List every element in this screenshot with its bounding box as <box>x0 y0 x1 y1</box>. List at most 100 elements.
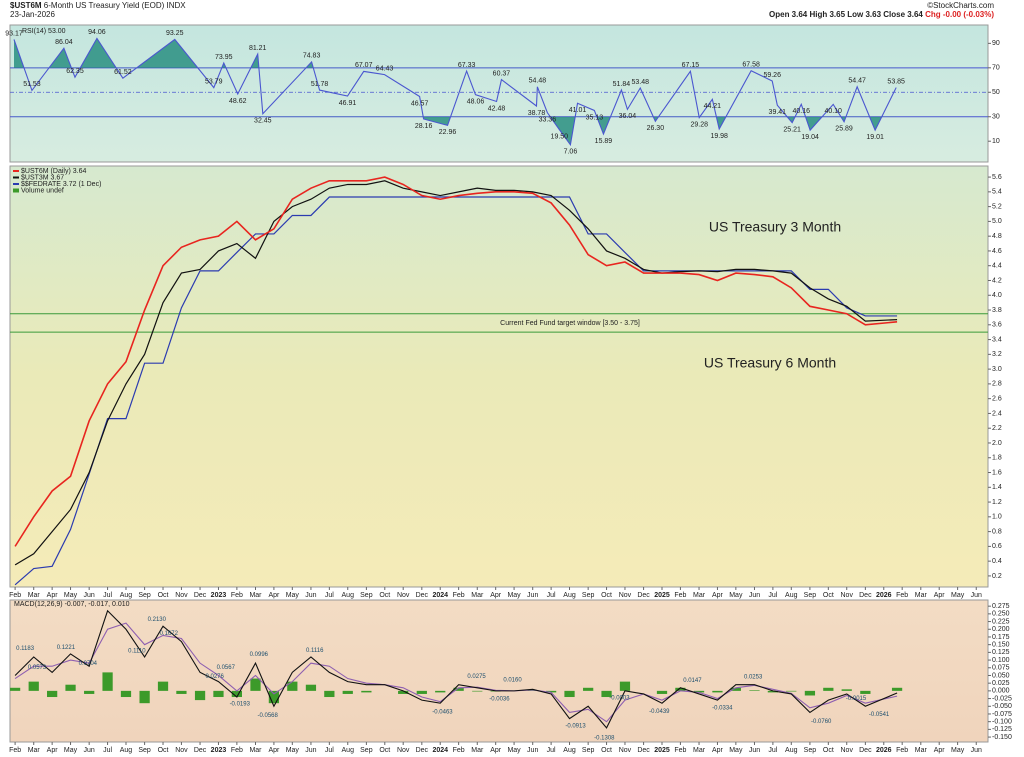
macd-label: 0.0160 <box>503 678 522 684</box>
x-tick-label: Feb <box>231 747 243 754</box>
rsi-line <box>13 37 897 147</box>
macd-label: 0.1110 <box>128 648 146 654</box>
rsi-label: 26.30 <box>647 125 665 132</box>
x-tick-label: Jun <box>749 592 760 599</box>
x-tick-label: Mar <box>693 747 706 754</box>
histogram-bar <box>305 684 317 691</box>
x-tick-label: 2024 <box>432 592 448 599</box>
target-label: Current Fed Fund target window [3.50 - 3… <box>500 320 640 327</box>
rsi-label: 60.37 <box>493 70 511 77</box>
x-tick-label: Dec <box>194 747 207 754</box>
x-tick-label: Oct <box>601 592 612 599</box>
y-tick-label: 0.050 <box>992 672 1010 679</box>
y-tick-label: 0.075 <box>992 665 1010 672</box>
macd-label: 0.1672 <box>160 631 179 637</box>
x-tick-label: Jul <box>768 592 777 599</box>
x-tick-label: Nov <box>175 592 188 599</box>
rsi-label: 53.79 <box>205 78 223 85</box>
x-tick-label: Apr <box>268 592 280 599</box>
histogram-bar <box>527 690 538 691</box>
macd-label: -0.0913 <box>565 724 586 730</box>
x-tick-label: Oct <box>379 592 390 599</box>
macd-label: -0.0003 <box>609 696 630 702</box>
macd-label: -0.0541 <box>869 712 890 718</box>
rsi-label: 7.06 <box>564 149 578 156</box>
rsi-label: 35.13 <box>586 114 604 121</box>
x-tick-label: Apr <box>934 747 946 754</box>
rsi-label: 53.48 <box>632 79 650 86</box>
x-tick-label: 2024 <box>432 747 448 754</box>
x-tick-label: Jul <box>325 747 334 754</box>
y-tick-label: 5.0 <box>992 218 1002 225</box>
y-tick-label: 0.8 <box>992 528 1002 535</box>
macd-label: 0.0704 <box>79 661 98 667</box>
x-tick-label: Feb <box>896 592 908 599</box>
histogram-bar <box>342 690 353 694</box>
x-tick-label: Aug <box>785 747 798 754</box>
histogram-bar <box>268 690 280 704</box>
x-tick-label: Aug <box>563 747 576 754</box>
x-tick-label: Apr <box>490 747 502 754</box>
histogram-bar <box>84 690 95 694</box>
x-tick-label: Aug <box>342 747 355 754</box>
rsi-label: 22.96 <box>439 129 457 136</box>
x-tick-label: Jun <box>84 747 95 754</box>
rsi-label: 67.33 <box>458 62 476 69</box>
y-tick-label: 3.6 <box>992 322 1002 329</box>
histogram-bar <box>823 687 834 691</box>
histogram-bar <box>601 690 612 698</box>
rsi-label: 36.04 <box>619 113 637 120</box>
y-tick-label: 2.0 <box>992 440 1002 447</box>
y-tick-label: 1.0 <box>992 514 1002 521</box>
rsi-label: 86.04 <box>55 39 73 46</box>
rsi-label: 40.16 <box>793 108 811 115</box>
macd-label: 0.1221 <box>57 645 76 651</box>
y-tick-label: 1.2 <box>992 499 1002 506</box>
y-tick-label: -0.075 <box>992 711 1012 718</box>
x-tick-label: May <box>64 592 78 599</box>
x-tick-label: Aug <box>342 592 355 599</box>
histogram-bar <box>120 690 132 698</box>
y-tick-label: 1.8 <box>992 455 1002 462</box>
macd-label: 0.1183 <box>16 646 35 652</box>
macd-label: 0.0573 <box>28 665 47 671</box>
rsi-label: 54.48 <box>529 78 547 85</box>
y-tick-label: 0.100 <box>992 657 1010 664</box>
x-tick-label: 2023 <box>211 592 227 599</box>
x-tick-label: Apr <box>934 592 946 599</box>
rsi-label: 93.17 <box>5 30 23 37</box>
histogram-bar <box>324 690 335 698</box>
x-tick-label: Oct <box>601 747 612 754</box>
rsi-label: 62.35 <box>66 68 84 75</box>
rsi-label: 67.07 <box>355 62 373 69</box>
rsi-label: 42.48 <box>488 105 506 112</box>
legend-label: Volume undef <box>21 187 64 194</box>
legend-label: $$FEDRATE 3.72 (1 Dec) <box>21 181 101 188</box>
histogram-bar <box>545 690 557 693</box>
histogram-bar <box>675 687 686 691</box>
annotation: US Treasury 6 Month <box>704 355 836 371</box>
rsi-label: 73.95 <box>215 54 233 61</box>
x-tick-label: Mar <box>249 747 262 754</box>
x-tick-label: Aug <box>120 747 133 754</box>
x-tick-label: Nov <box>397 747 410 754</box>
annotation: US Treasury 3 Month <box>709 219 841 235</box>
x-tick-label: Sep <box>138 592 151 599</box>
macd-label: 0.0147 <box>683 678 702 684</box>
rsi-label: 67.58 <box>742 62 760 69</box>
macd-label: 0.0996 <box>250 652 269 658</box>
histogram-bar <box>416 690 427 694</box>
plot-area <box>10 37 988 147</box>
y-tick-label: 0.225 <box>992 618 1010 625</box>
symbol: $UST6M <box>10 1 42 10</box>
x-tick-label: Jun <box>971 747 982 754</box>
histogram-bar <box>891 687 903 691</box>
x-tick-label: Apr <box>490 592 502 599</box>
macd-panel <box>9 599 989 743</box>
x-tick-label: 2026 <box>876 747 892 754</box>
rsi-label: 39.41 <box>769 109 787 116</box>
x-tick-label: Apr <box>47 747 59 754</box>
histogram-bar <box>841 689 852 691</box>
y-tick-label: -0.050 <box>992 703 1012 710</box>
